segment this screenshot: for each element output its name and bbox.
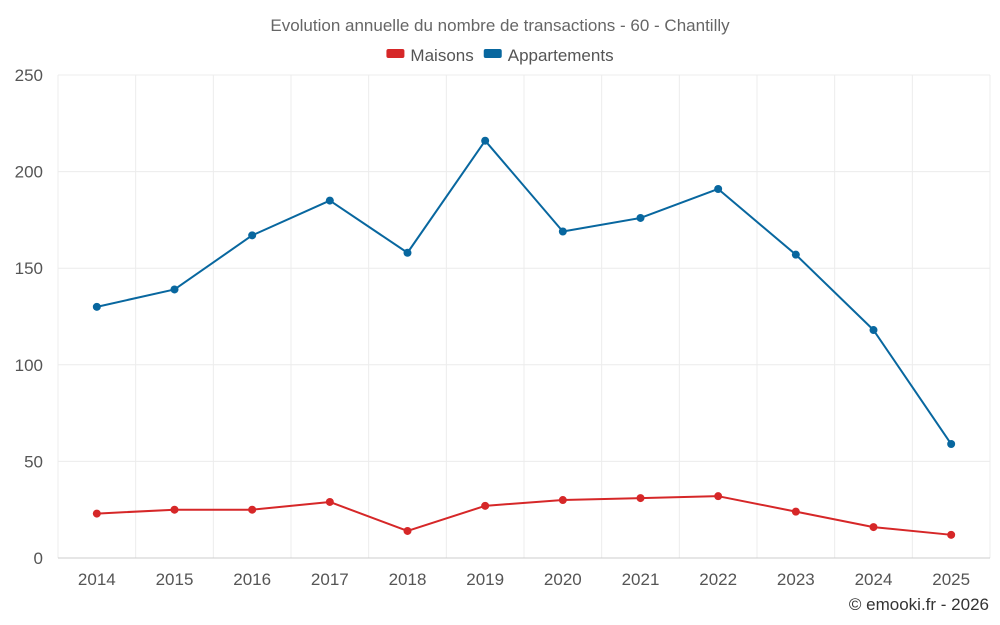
data-point-maisons <box>481 501 490 510</box>
legend-swatch <box>386 49 405 58</box>
x-tick-label: 2021 <box>622 570 660 589</box>
y-gridlines <box>58 74 990 462</box>
data-point-appartements <box>170 285 179 294</box>
x-tick-label: 2015 <box>156 570 194 589</box>
legend-label: Maisons <box>410 46 473 65</box>
series-line-appartements <box>96 139 952 445</box>
data-point-appartements <box>558 227 567 236</box>
data-point-maisons <box>714 492 723 501</box>
data-point-maisons <box>558 496 567 505</box>
x-tick-label: 2023 <box>777 570 815 589</box>
y-axis-ticks: 0 50 100 150 200 250 <box>15 66 43 568</box>
data-point-appartements <box>947 440 956 449</box>
x-tick-label: 2024 <box>855 570 893 589</box>
chart-legend: Maisons Appartements <box>386 46 614 65</box>
x-tick-label: 2019 <box>466 570 504 589</box>
data-point-appartements <box>403 248 412 257</box>
x-tick-label: 2014 <box>78 570 116 589</box>
legend-label: Appartements <box>508 46 614 65</box>
data-point-maisons <box>248 505 257 514</box>
data-point-appartements <box>248 231 257 240</box>
data-point-appartements <box>869 326 878 335</box>
data-point-maisons <box>947 530 956 539</box>
y-tick-label: 50 <box>24 452 43 471</box>
data-point-maisons <box>325 497 334 506</box>
x-tick-label: 2017 <box>311 570 349 589</box>
credit-text: © emooki.fr - 2026 <box>849 595 989 614</box>
chart-title: Evolution annuelle du nombre de transact… <box>270 16 730 35</box>
data-point-maisons <box>170 505 179 514</box>
data-point-appartements <box>481 136 490 145</box>
x-tick-label: 2020 <box>544 570 582 589</box>
series-layer <box>92 136 956 539</box>
data-point-maisons <box>92 509 101 518</box>
data-point-appartements <box>92 302 101 311</box>
y-tick-label: 200 <box>15 163 43 182</box>
x-tick-label: 2016 <box>233 570 271 589</box>
data-point-appartements <box>791 250 800 259</box>
x-axis-ticks: 2014 2015 2016 2017 2018 2019 2020 2021 2022 2023… <box>78 570 970 589</box>
series-maisons <box>92 492 956 539</box>
data-point-maisons <box>791 507 800 516</box>
legend-item-maisons[interactable]: Maisons <box>386 46 474 65</box>
y-tick-label: 250 <box>15 66 43 85</box>
x-gridlines <box>57 75 991 558</box>
legend-swatch <box>483 49 502 58</box>
data-point-maisons <box>403 526 412 535</box>
x-tick-label: 2018 <box>389 570 427 589</box>
y-tick-label: 150 <box>15 259 43 278</box>
x-tick-label: 2022 <box>699 570 737 589</box>
series-line-maisons <box>96 495 952 536</box>
data-point-maisons <box>636 494 645 503</box>
x-tick-label: 2025 <box>932 570 970 589</box>
y-tick-label: 100 <box>15 356 43 375</box>
y-tick-label: 0 <box>34 549 43 568</box>
data-point-appartements <box>325 196 334 205</box>
data-point-maisons <box>869 523 878 532</box>
data-point-appartements <box>636 213 645 222</box>
data-point-appartements <box>714 184 723 193</box>
legend-item-appartements[interactable]: Appartements <box>483 46 614 65</box>
series-appartements <box>92 136 956 449</box>
